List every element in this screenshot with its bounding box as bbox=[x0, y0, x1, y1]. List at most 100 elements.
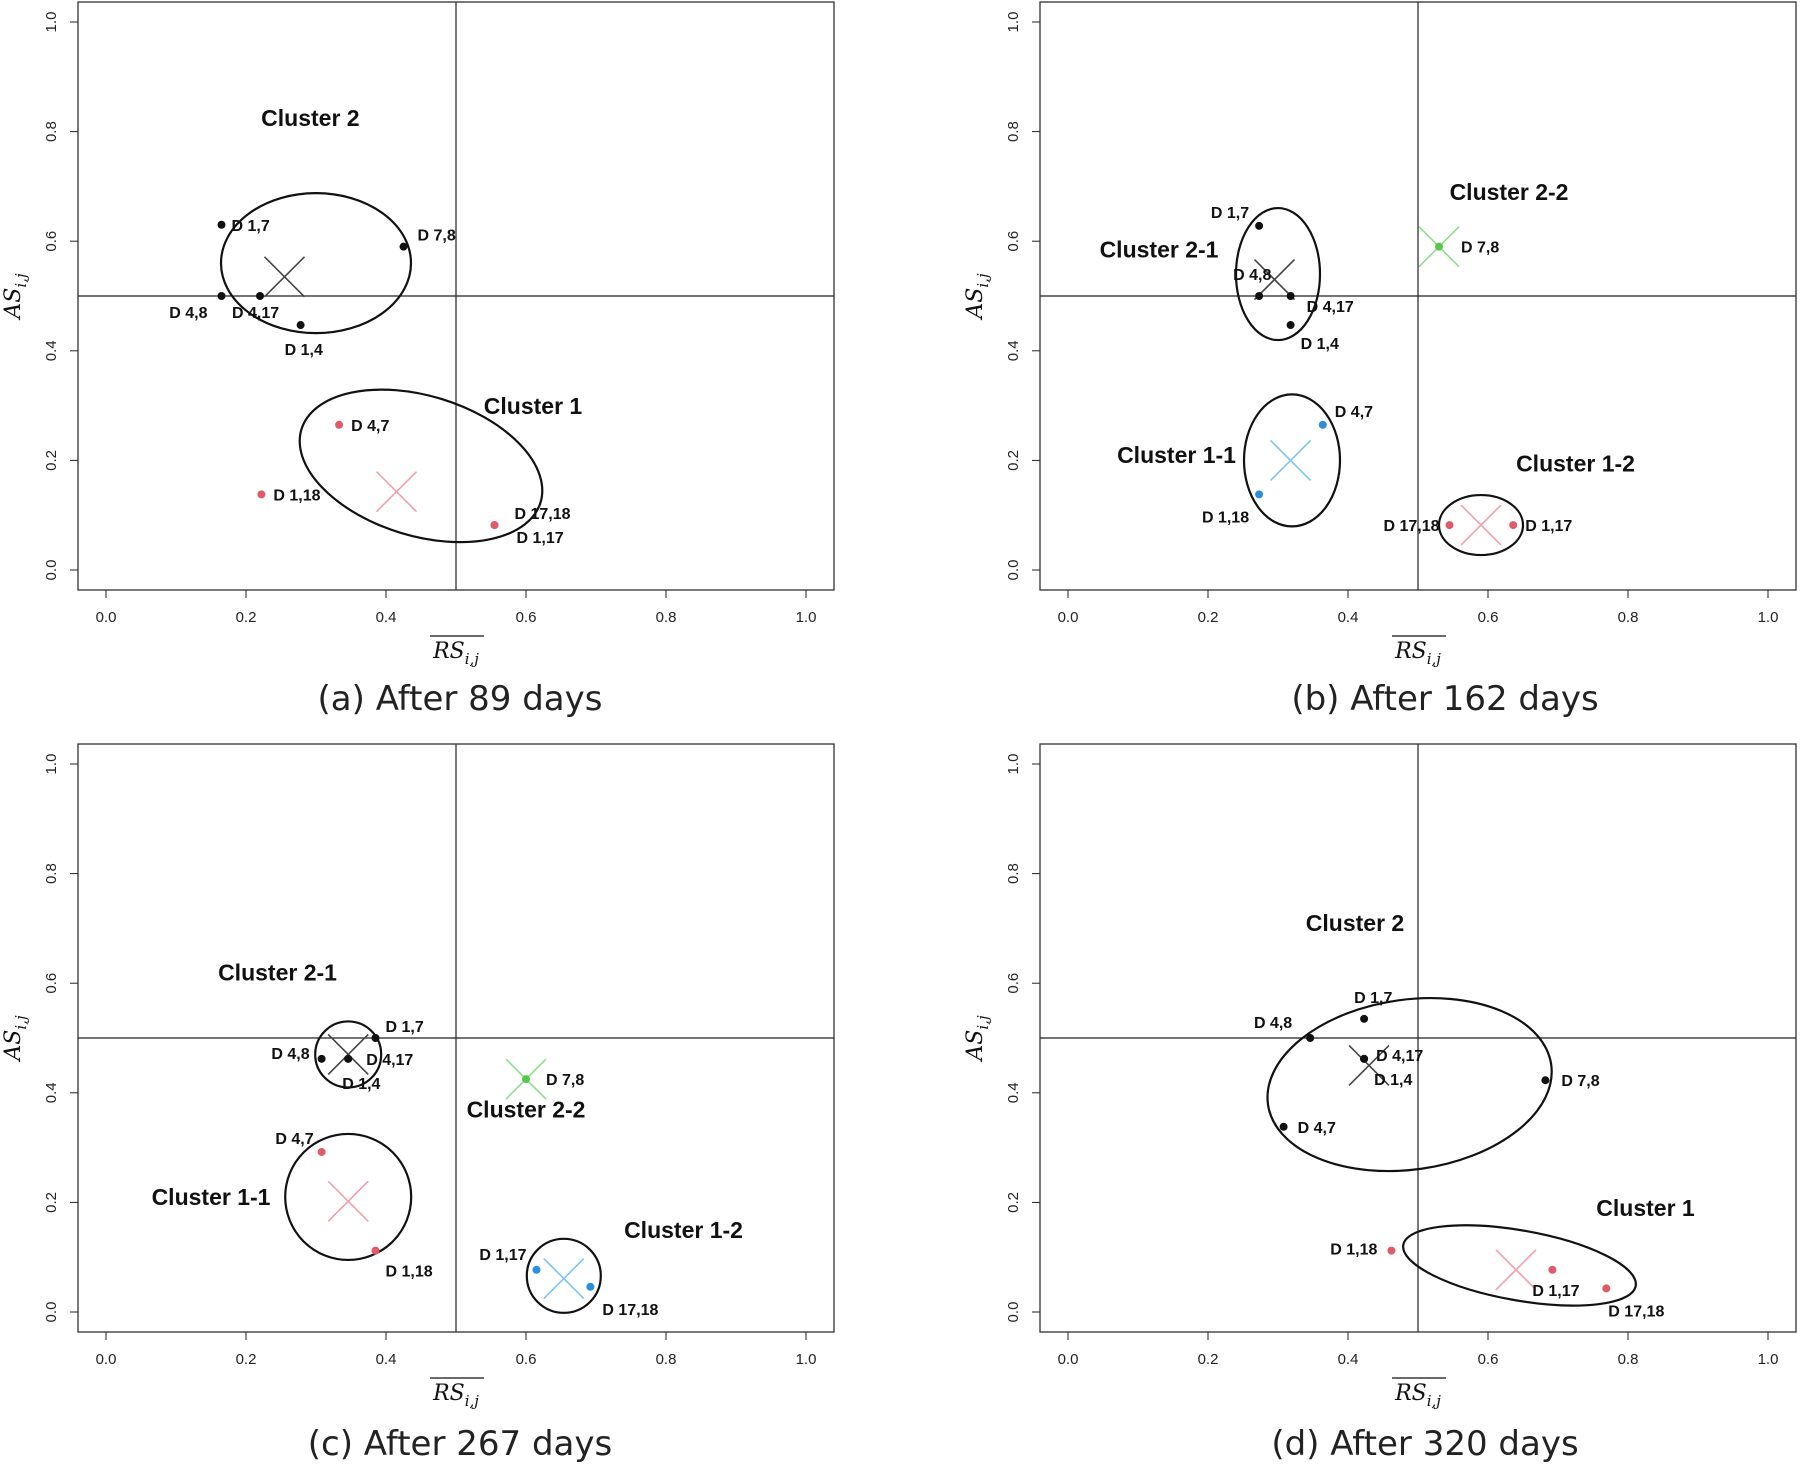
y-axis-label: ASi,j bbox=[1, 1015, 30, 1063]
x-axis-label: RSi,j bbox=[1394, 1381, 1441, 1410]
data-point bbox=[217, 292, 226, 300]
y-tick-label: 0.4 bbox=[43, 340, 60, 361]
data-point bbox=[1306, 1034, 1315, 1042]
data-point bbox=[371, 1034, 380, 1042]
y-tick-label: 0.4 bbox=[43, 1082, 60, 1103]
data-point bbox=[1255, 292, 1264, 300]
data-point bbox=[1435, 242, 1443, 251]
cluster-ellipse bbox=[1437, 493, 1525, 557]
x-axis-label: RSi,j bbox=[432, 639, 479, 668]
data-point-label: D 17,18 bbox=[515, 506, 571, 523]
cluster-center-cross bbox=[327, 1180, 369, 1222]
data-point bbox=[1445, 521, 1454, 530]
x-tick-label: 0.6 bbox=[516, 1351, 537, 1368]
data-point-label: D 4,17 bbox=[366, 1052, 413, 1069]
cluster-label: Cluster 1-2 bbox=[1516, 450, 1635, 476]
data-point-label: D 7,8 bbox=[418, 228, 456, 245]
y-tick-label: 0.4 bbox=[1005, 340, 1022, 361]
cluster-label: Cluster 2 bbox=[1306, 910, 1404, 936]
y-tick-label: 0.2 bbox=[1005, 1192, 1022, 1213]
data-point bbox=[1602, 1284, 1611, 1293]
y-tick-label: 0.0 bbox=[43, 1302, 60, 1323]
data-point-label: D 1,4 bbox=[342, 1076, 380, 1093]
cluster-center-cross bbox=[1270, 439, 1312, 481]
y-axis-label: ASi,j bbox=[1, 273, 30, 321]
cluster-label: Cluster 1-1 bbox=[152, 1184, 271, 1210]
cluster-center-cross bbox=[1348, 1044, 1390, 1086]
cluster-ellipse bbox=[525, 1237, 602, 1314]
data-point bbox=[1548, 1265, 1557, 1274]
data-point-label: D 4,17 bbox=[1376, 1048, 1423, 1065]
data-point-label: D 4,17 bbox=[1307, 299, 1354, 316]
x-tick-label: 0.8 bbox=[656, 609, 677, 626]
data-point-label: D 1,4 bbox=[285, 342, 323, 359]
cluster-label: Cluster 2-1 bbox=[1100, 237, 1219, 263]
data-point-label: D 4,8 bbox=[169, 305, 207, 322]
y-tick-label: 1.0 bbox=[1005, 12, 1022, 33]
cluster-ellipse bbox=[298, 388, 544, 544]
data-point-label: D 1,18 bbox=[1330, 1242, 1377, 1259]
data-point-label: D 1,7 bbox=[1354, 990, 1392, 1007]
x-tick-label: 0.4 bbox=[376, 609, 397, 626]
y-axis-label: ASi,j bbox=[963, 1015, 992, 1063]
x-tick-label: 0.0 bbox=[1058, 609, 1079, 626]
y-tick-label: 0.6 bbox=[43, 973, 60, 994]
data-point-label: D 7,8 bbox=[1561, 1073, 1599, 1090]
x-tick-label: 0.4 bbox=[1338, 1351, 1359, 1368]
cluster-ellipse bbox=[314, 1020, 383, 1089]
x-axis-label: RSi,j bbox=[432, 1381, 479, 1410]
cluster-label: Cluster 2-2 bbox=[467, 1096, 586, 1122]
data-point bbox=[532, 1265, 541, 1274]
y-tick-label: 0.8 bbox=[43, 863, 60, 884]
data-point bbox=[317, 1054, 326, 1063]
data-point-label: D 1,4 bbox=[1301, 336, 1339, 353]
data-point bbox=[1360, 1054, 1369, 1063]
x-tick-label: 1.0 bbox=[796, 609, 817, 626]
x-tick-label: 0.6 bbox=[516, 609, 537, 626]
data-point-label: D 4,17 bbox=[232, 305, 279, 322]
y-tick-label: 0.0 bbox=[1005, 1302, 1022, 1323]
y-tick-label: 1.0 bbox=[43, 754, 60, 775]
x-tick-label: 0.0 bbox=[1058, 1351, 1079, 1368]
data-point-label: D 1,18 bbox=[273, 487, 320, 504]
y-tick-label: 0.6 bbox=[43, 231, 60, 252]
panel-caption: (a) After 89 days bbox=[318, 679, 603, 719]
data-point-label: D 4,8 bbox=[1254, 1015, 1292, 1032]
cluster-center-cross bbox=[263, 256, 306, 298]
data-point bbox=[1318, 420, 1327, 429]
y-tick-label: 0.6 bbox=[1005, 231, 1022, 252]
chart-panel-1: 0.0 0.2 0.4 0.6 0.8 1.0 0.0 0.2 0.4 0.6 0.8 1.0 RSi,… bbox=[1, 1, 835, 719]
y-axis-label: ASi,j bbox=[963, 273, 992, 321]
data-point-label: D 1,17 bbox=[1532, 1283, 1579, 1300]
data-point bbox=[1255, 221, 1264, 230]
x-tick-label: 1.0 bbox=[796, 1351, 817, 1368]
data-point bbox=[371, 1246, 380, 1255]
y-tick-label: 0.6 bbox=[1005, 973, 1022, 994]
x-tick-label: 0.0 bbox=[96, 609, 117, 626]
data-point-label: D 4,7 bbox=[1335, 404, 1373, 421]
chart-panel-4: 0.0 0.2 0.4 0.6 0.8 1.0 0.0 0.2 0.4 0.6 0.8 1.0 RSi,… bbox=[963, 743, 1797, 1464]
data-point-label: D 17,18 bbox=[1608, 1303, 1664, 1320]
data-point bbox=[344, 1054, 353, 1063]
data-point bbox=[1360, 1014, 1369, 1023]
data-point bbox=[296, 321, 305, 330]
data-point-label: D 7,8 bbox=[1461, 240, 1499, 257]
data-point bbox=[1541, 1076, 1550, 1085]
data-point-label: D 7,8 bbox=[546, 1072, 584, 1089]
y-tick-label: 1.0 bbox=[1005, 754, 1022, 775]
cluster-label: Cluster 1-1 bbox=[1117, 442, 1236, 468]
y-tick-label: 0.8 bbox=[43, 121, 60, 142]
data-point bbox=[256, 292, 264, 300]
x-tick-label: 1.0 bbox=[1758, 609, 1779, 626]
y-tick-label: 0.8 bbox=[1005, 121, 1022, 142]
data-point-label: D 4,7 bbox=[351, 418, 389, 435]
data-point bbox=[399, 242, 408, 251]
data-point-label: D 1,7 bbox=[232, 218, 270, 235]
data-point-label: D 4,8 bbox=[271, 1046, 309, 1063]
cluster-label: Cluster 1 bbox=[484, 393, 583, 419]
y-tick-label: 0.0 bbox=[43, 560, 60, 581]
data-point bbox=[317, 1147, 326, 1156]
x-tick-label: 0.2 bbox=[236, 609, 257, 626]
cluster-center-cross bbox=[1460, 504, 1502, 546]
